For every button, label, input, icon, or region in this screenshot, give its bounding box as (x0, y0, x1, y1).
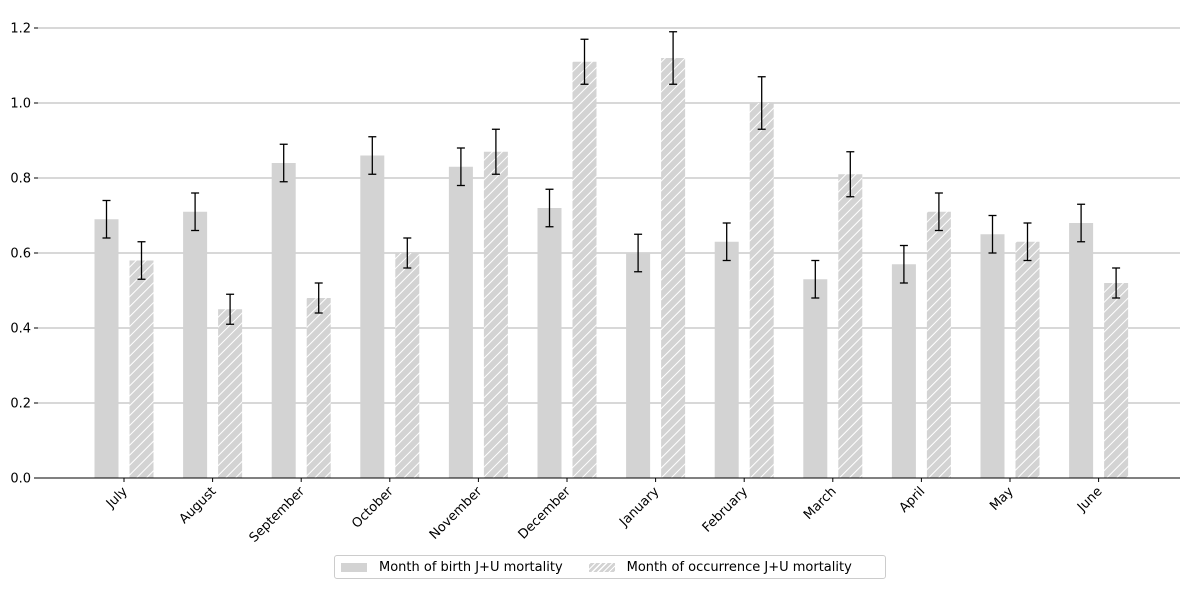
x-tick-label-august: August (177, 484, 220, 527)
x-tick-label-march: March (801, 484, 840, 523)
bar-occurrence-may (1015, 241, 1040, 478)
x-tick-label-april: April (897, 484, 929, 516)
bar-occurrence-august (218, 309, 243, 478)
x-tick-label-february: February (700, 484, 752, 536)
x-tick-label-october: October (349, 484, 397, 532)
error-bars (102, 31, 1121, 325)
bar-birth-september (271, 163, 296, 478)
bar-birth-april (891, 264, 916, 478)
bar-occurrence-april (926, 211, 951, 478)
x-tick-label-november: November (427, 484, 486, 543)
y-tick-label: 0.6 (10, 247, 31, 262)
bar-occurrence-september (306, 298, 331, 478)
legend-item-series-2: Month of occurrence J+U mortality (588, 559, 852, 575)
y-tick-label: 0.0 (10, 472, 31, 487)
legend-swatch-hatched (588, 562, 615, 572)
bar-birth-may (980, 234, 1005, 478)
bar-occurrence-december (572, 61, 597, 478)
bars (94, 58, 1129, 478)
y-tick-label: 0.4 (10, 322, 31, 337)
bar-birth-june (1069, 223, 1094, 478)
bar-occurrence-october (395, 253, 420, 478)
x-tick-label-may: May (987, 484, 1017, 514)
x-tick-label-june: June (1074, 484, 1105, 515)
y-tick-label: 1.2 (10, 22, 31, 37)
bar-birth-november (448, 166, 473, 478)
grid-lines (38, 27, 1180, 404)
bar-birth-december (537, 208, 562, 478)
bar-birth-august (183, 211, 208, 478)
legend: Month of birth J+U mortality Month of oc… (334, 555, 886, 579)
x-tick-label-december: December (516, 484, 575, 543)
bar-occurrence-march (838, 174, 863, 478)
bar-occurrence-february (749, 103, 774, 478)
bar-birth-july (94, 219, 119, 478)
x-tick-label-july: July (103, 484, 131, 512)
bar-occurrence-january (661, 58, 686, 478)
bar-occurrence-june (1104, 283, 1129, 478)
bar-birth-january (626, 253, 651, 478)
y-tick-label: 0.8 (10, 172, 31, 187)
bar-birth-october (360, 155, 385, 478)
bar-birth-march (803, 279, 828, 478)
legend-item-series-1: Month of birth J+U mortality (341, 560, 563, 575)
legend-label-series-2: Month of occurrence J+U mortality (626, 559, 852, 575)
y-tick-label: 1.0 (10, 97, 31, 112)
x-tick-label-september: September (247, 484, 309, 546)
legend-swatch-solid (341, 562, 367, 572)
x-tick-label-january: January (616, 484, 662, 530)
y-tick-label: 0.2 (10, 397, 31, 412)
bar-occurrence-july (129, 260, 154, 478)
legend-label-series-1: Month of birth J+U mortality (379, 559, 563, 575)
bar-birth-february (714, 241, 739, 478)
bar-occurrence-november (483, 151, 508, 478)
